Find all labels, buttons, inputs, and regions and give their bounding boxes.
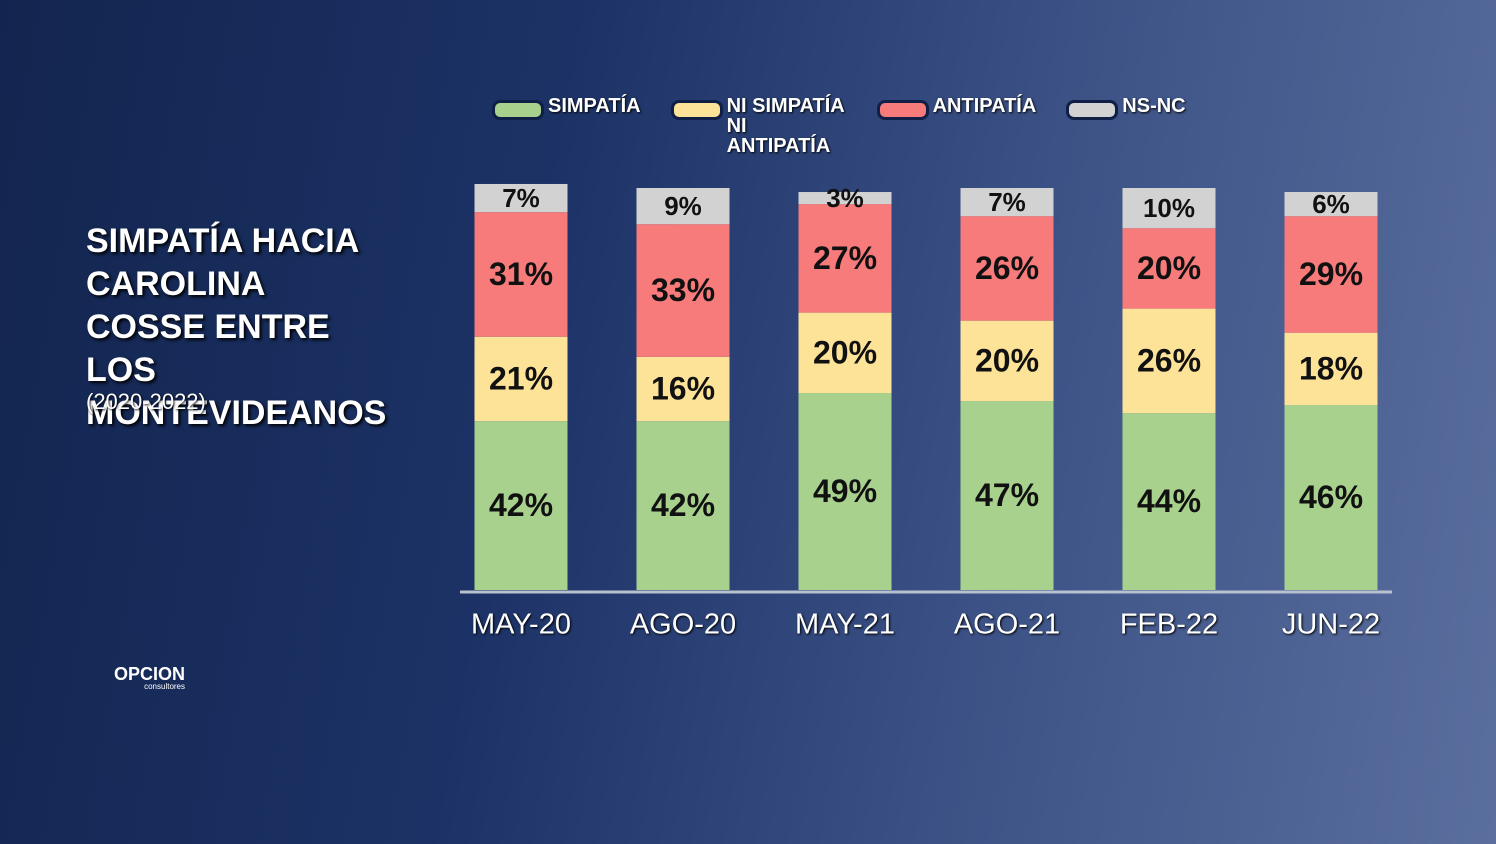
value-label: 26% (975, 250, 1039, 286)
bar-segment (636, 224, 730, 357)
value-label: 20% (1137, 250, 1201, 286)
bar-segment (474, 336, 568, 422)
bar-segment (474, 421, 568, 590)
bar-segment (474, 212, 568, 337)
value-label: 9% (664, 191, 702, 221)
legend-label: NS-NC (1122, 95, 1186, 117)
logo: OPCION consultores (114, 664, 185, 691)
bar-segment (798, 204, 892, 313)
bar-segment (960, 216, 1054, 321)
x-tick-label: AGO-21 (954, 609, 1060, 641)
value-label: 47% (975, 477, 1039, 513)
bar-segment (636, 356, 730, 422)
bar-segment (798, 312, 892, 394)
value-label: 20% (975, 342, 1039, 378)
bar-segment (960, 401, 1054, 590)
value-label: 42% (489, 487, 553, 523)
chart-title: SIMPATÍA HACIA CAROLINA COSSE ENTRE LOS … (86, 222, 387, 432)
value-label: 7% (502, 183, 540, 213)
value-label: 33% (651, 272, 715, 308)
bar-segment (636, 421, 730, 590)
legend-label: SIMPATÍA (548, 95, 641, 117)
bar-segment (960, 320, 1054, 402)
bar-segment (1284, 405, 1378, 590)
legend-swatch (1066, 100, 1119, 120)
bar-segment (1284, 192, 1378, 217)
bar-segment (636, 188, 730, 225)
value-label: 31% (489, 256, 553, 292)
bar-segment (474, 183, 568, 213)
bar-segment (1122, 308, 1216, 414)
x-tick-label: JUN-22 (1282, 609, 1380, 641)
value-label: 44% (1137, 483, 1201, 519)
bar-segment (1122, 228, 1216, 309)
bar-segment (1122, 413, 1216, 590)
x-tick-label: MAY-21 (795, 609, 895, 641)
legend-item: ANTIPATÍA (876, 95, 1037, 156)
bar-segment (1122, 188, 1216, 229)
value-label: 46% (1299, 479, 1363, 515)
logo-name: OPCION (114, 664, 186, 684)
value-label: 10% (1143, 193, 1195, 223)
value-label: 49% (813, 473, 877, 509)
value-label: 42% (651, 487, 715, 523)
value-label: 16% (651, 370, 715, 406)
legend: SIMPATÍA NI SIMPATÍA NI ANTIPATÍA ANTIPATÍ… (492, 96, 1186, 156)
x-tick-label: FEB-22 (1120, 609, 1218, 641)
bar-segment (960, 188, 1054, 217)
legend-swatch (670, 100, 723, 120)
bar-segment (798, 192, 892, 205)
logo-tagline: consultores (144, 682, 186, 691)
legend-item: NS-NC (1066, 95, 1186, 156)
value-label: 27% (813, 240, 877, 276)
legend-label: ANTIPATÍA (932, 95, 1037, 117)
legend-label: NI SIMPATÍA NI ANTIPATÍA (726, 95, 844, 157)
value-label: 7% (988, 187, 1026, 217)
legend-item: SIMPATÍA (492, 96, 641, 156)
value-label: 18% (1299, 350, 1363, 386)
legend-swatch (492, 100, 544, 120)
legend-swatch (876, 100, 929, 120)
value-label: 29% (1299, 256, 1363, 292)
value-label: 3% (826, 183, 864, 213)
bar-segment (1284, 332, 1378, 406)
value-label: 26% (1137, 342, 1201, 378)
value-label: 20% (813, 334, 877, 370)
legend-item: NI SIMPATÍA NI ANTIPATÍA (670, 95, 847, 157)
chart-subtitle: (2020-2022) (86, 389, 206, 414)
bar-segment (1284, 216, 1378, 333)
x-tick-label: MAY-20 (471, 609, 571, 641)
x-tick-label: AGO-20 (630, 609, 736, 641)
bar-segment (798, 393, 892, 590)
value-label: 6% (1312, 189, 1350, 219)
value-label: 21% (489, 360, 553, 396)
